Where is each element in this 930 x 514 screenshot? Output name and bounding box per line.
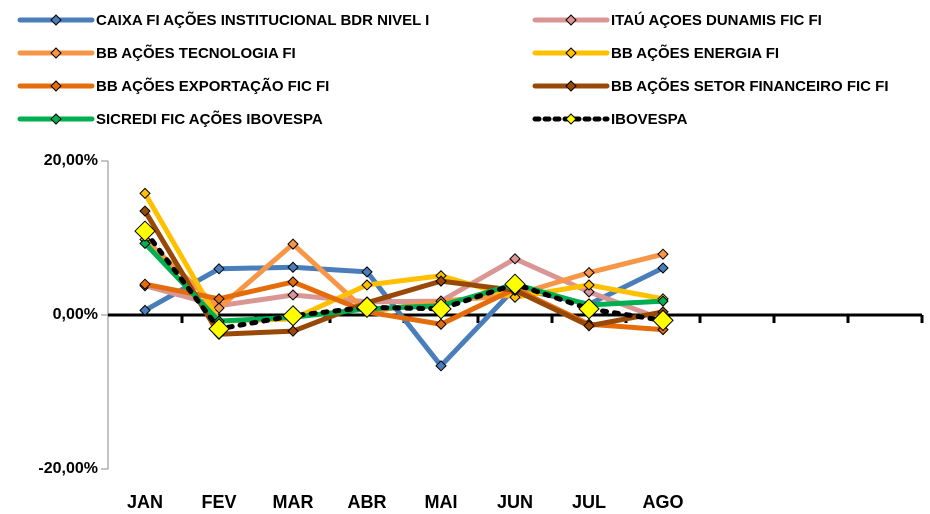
point bbox=[213, 263, 225, 275]
point bbox=[657, 248, 669, 260]
point bbox=[139, 278, 151, 290]
series-line bbox=[142, 208, 666, 337]
point bbox=[139, 304, 151, 317]
point bbox=[361, 279, 373, 291]
point bbox=[583, 266, 595, 279]
point bbox=[139, 205, 151, 217]
point bbox=[583, 279, 595, 291]
legend-marker bbox=[50, 47, 62, 59]
x-tick-label: MAR bbox=[273, 492, 314, 512]
legend-label: CAIXA FI AÇÕES INSTITUCIONAL BDR NIVEL I bbox=[96, 11, 429, 29]
y-tick-label: 20,00% bbox=[44, 152, 98, 169]
legend-label: SICREDI FIC AÇÕES IBOVESPA bbox=[96, 110, 323, 128]
point bbox=[583, 320, 595, 332]
legend-marker bbox=[565, 14, 577, 26]
x-tick-label: MAI bbox=[425, 492, 458, 512]
point bbox=[287, 289, 299, 301]
point bbox=[287, 261, 299, 273]
point bbox=[282, 305, 304, 327]
series-line bbox=[142, 228, 666, 332]
legend-marker bbox=[565, 47, 577, 59]
point bbox=[504, 273, 526, 295]
x-tick-label: JUL bbox=[572, 492, 606, 512]
point bbox=[509, 253, 521, 265]
point bbox=[139, 237, 151, 250]
legend-marker bbox=[565, 80, 577, 92]
point bbox=[657, 295, 669, 307]
point bbox=[287, 276, 299, 288]
x-tick-label: FEV bbox=[201, 492, 236, 512]
y-tick-label: 0,00% bbox=[53, 306, 98, 323]
point bbox=[213, 302, 225, 314]
point bbox=[509, 291, 521, 303]
legend-label: ITAÚ AÇOES DUNAMIS FIC FI bbox=[611, 11, 822, 29]
legend-marker bbox=[50, 80, 62, 92]
point bbox=[652, 309, 674, 332]
x-tick-label: ABR bbox=[348, 492, 387, 512]
legend-label: BB AÇÕES SETOR FINANCEIRO FIC FI bbox=[611, 77, 889, 95]
point bbox=[356, 296, 378, 319]
y-tick-label: -20,00% bbox=[38, 460, 98, 477]
point bbox=[430, 298, 452, 320]
point bbox=[287, 325, 299, 337]
point bbox=[139, 187, 151, 200]
legend-label: IBOVESPA bbox=[611, 111, 688, 128]
point bbox=[657, 262, 669, 274]
series-line bbox=[142, 240, 666, 324]
x-tick-label: JUN bbox=[497, 492, 533, 512]
point bbox=[361, 266, 373, 278]
legend-label: BB AÇÕES ENERGIA FI bbox=[611, 44, 779, 62]
legend-label: BB AÇÕES EXPORTAÇÃO FIC FI bbox=[96, 77, 329, 95]
point bbox=[134, 220, 156, 242]
x-tick-label: AGO bbox=[642, 492, 683, 512]
point bbox=[287, 238, 299, 250]
legend-marker bbox=[50, 113, 62, 125]
legend-marker bbox=[50, 14, 62, 26]
point bbox=[578, 298, 600, 320]
legend-marker bbox=[565, 113, 577, 125]
legend-label: BB AÇÕES TECNOLOGIA FI bbox=[96, 44, 296, 62]
point bbox=[435, 318, 447, 330]
point bbox=[435, 275, 447, 287]
point bbox=[583, 286, 595, 298]
point bbox=[213, 293, 225, 305]
x-tick-label: JAN bbox=[127, 492, 163, 512]
point bbox=[208, 318, 230, 340]
point bbox=[435, 360, 447, 372]
